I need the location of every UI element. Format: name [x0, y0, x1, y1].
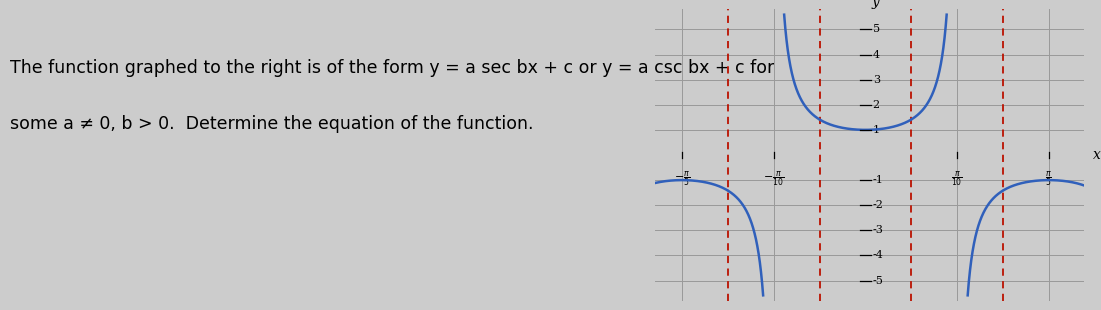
Text: -3: -3: [873, 225, 884, 235]
Text: y: y: [871, 0, 879, 9]
Text: some a ≠ 0, b > 0.  Determine the equation of the function.: some a ≠ 0, b > 0. Determine the equatio…: [10, 115, 533, 133]
Text: 5: 5: [873, 24, 880, 34]
Text: -4: -4: [873, 250, 884, 260]
Text: The function graphed to the right is of the form y = a sec bx + c or y = a csc b: The function graphed to the right is of …: [10, 59, 774, 77]
Text: $\frac{\pi}{5}$: $\frac{\pi}{5}$: [1046, 169, 1053, 188]
Text: -2: -2: [873, 200, 884, 210]
Text: 2: 2: [873, 100, 880, 110]
Text: $\frac{\pi}{10}$: $\frac{\pi}{10}$: [951, 169, 963, 188]
Text: x: x: [1093, 148, 1101, 162]
Text: 3: 3: [873, 75, 880, 85]
Text: $-\frac{\pi}{5}$: $-\frac{\pi}{5}$: [674, 169, 690, 188]
Text: 1: 1: [873, 125, 880, 135]
Text: 4: 4: [873, 50, 880, 60]
Text: $-\frac{\pi}{10}$: $-\frac{\pi}{10}$: [763, 169, 784, 188]
Text: -1: -1: [873, 175, 884, 185]
Text: -5: -5: [873, 276, 884, 286]
